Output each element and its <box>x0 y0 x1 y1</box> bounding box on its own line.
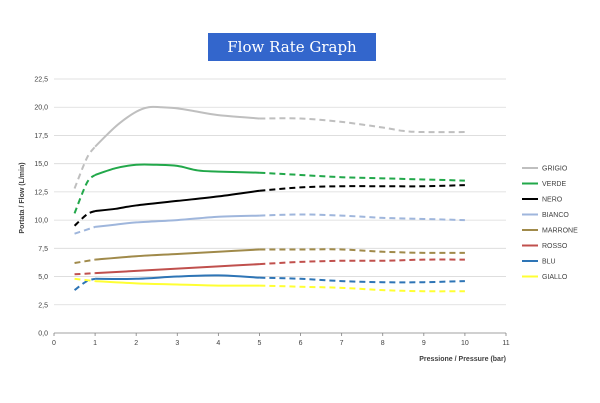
chart-title-box: Flow Rate Graph <box>208 33 376 61</box>
x-tick-label: 4 <box>216 340 220 347</box>
series-line-nero-high <box>259 184 465 192</box>
x-tick-label: 6 <box>299 340 303 347</box>
y-axis-title: Portata / Flow (L/min) <box>19 162 26 233</box>
series-line-marrone <box>95 248 260 261</box>
legend-label-nero: NERO <box>542 197 563 204</box>
x-tick-label: 7 <box>340 340 344 347</box>
x-tick-label: 1 <box>93 340 97 347</box>
series-line-verde <box>94 163 260 176</box>
x-tick-label: 3 <box>175 340 179 347</box>
series-line-bianco-high <box>259 213 465 222</box>
series-line-marrone-high <box>259 248 465 254</box>
series-line-verde-high <box>259 171 465 182</box>
series-line-blu-high <box>259 276 465 284</box>
series-line-giallo <box>95 280 260 287</box>
series-line-verde-low <box>73 174 96 214</box>
y-tick-label: 12,5 <box>34 189 48 196</box>
series-line-giallo-high <box>259 284 465 293</box>
x-axis-title: Pressione / Pressure (bar) <box>419 356 506 363</box>
y-tick-label: 20,0 <box>34 105 48 112</box>
series-line-marrone-low <box>74 258 96 264</box>
y-tick-label: 17,5 <box>34 133 48 140</box>
legend-label-rosso: ROSSO <box>542 243 568 250</box>
series-line-nero <box>94 189 260 213</box>
y-tick-label: 7,5 <box>38 246 48 253</box>
series-line-rosso-low <box>74 272 96 276</box>
series-line-rosso <box>95 263 260 275</box>
series-line-grigio-low <box>73 146 96 189</box>
legend-label-giallo: GIALLO <box>542 274 568 281</box>
x-tick-label: 11 <box>502 340 509 347</box>
y-tick-label: 5,0 <box>38 274 48 281</box>
y-tick-label: 15,0 <box>34 161 48 168</box>
chart-title: Flow Rate Graph <box>227 38 357 56</box>
x-tick-label: 2 <box>134 340 138 347</box>
y-tick-label: 22,5 <box>34 77 48 84</box>
x-tick-label: 5 <box>258 340 262 347</box>
series-line-grigio-high <box>259 117 465 134</box>
legend-label-blu: BLU <box>542 259 556 266</box>
series-line-rosso-high <box>259 258 465 266</box>
x-tick-label: 0 <box>52 340 56 347</box>
y-tick-label: 2,5 <box>38 302 48 309</box>
legend-label-marrone: MARRONE <box>542 228 578 235</box>
legend-label-grigio: GRIGIO <box>542 166 568 173</box>
series-line-bianco-low <box>74 225 96 235</box>
series-line-bianco <box>94 214 260 228</box>
x-tick-label: 10 <box>461 340 469 347</box>
x-tick-label: 8 <box>381 340 385 347</box>
series-line-blu <box>95 274 260 280</box>
series-line-nero-low <box>73 210 96 227</box>
y-tick-label: 0,0 <box>38 331 48 338</box>
series-line-grigio <box>94 105 260 148</box>
x-tick-label: 9 <box>422 340 426 347</box>
y-tick-label: 10,0 <box>34 218 48 225</box>
legend-label-bianco: BIANCO <box>542 212 569 219</box>
legend-label-verde: VERDE <box>542 181 566 188</box>
series-line-giallo-low <box>74 277 96 283</box>
